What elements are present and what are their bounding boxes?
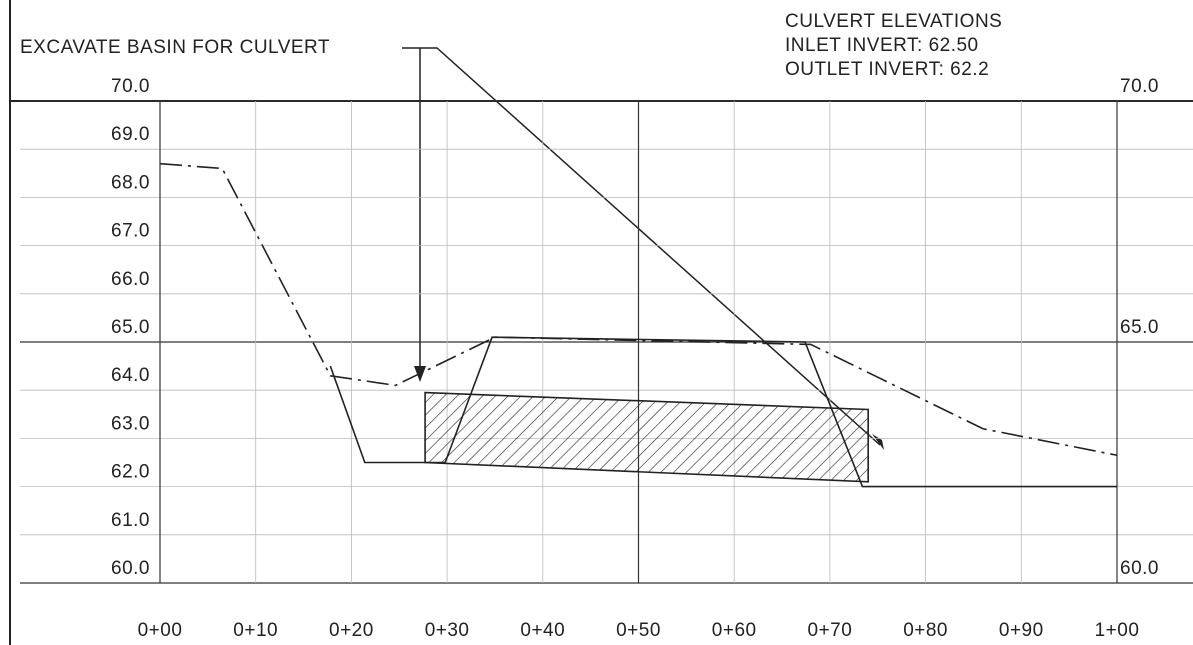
x-tick-label: 0+40	[520, 620, 565, 641]
x-tick-label: 0+10	[233, 620, 278, 641]
profile-line	[329, 336, 1117, 488]
x-tick-label: 1+00	[1095, 620, 1140, 641]
profile-line	[159, 162, 1118, 457]
annotation: INLET INVERT: 62.50	[785, 35, 979, 56]
y-tick-label: 69.0	[111, 124, 150, 145]
x-tick-label: 0+50	[616, 620, 661, 641]
culvert	[424, 391, 869, 483]
y-tick-label: 68.0	[111, 172, 150, 193]
y-tick-label: 65.0	[111, 317, 150, 338]
arrow-head	[872, 434, 884, 450]
leader-line	[402, 47, 881, 446]
annotation: EXCAVATE BASIN FOR CULVERT	[20, 37, 330, 58]
x-tick-label: 0+60	[712, 620, 757, 641]
y-tick-label: 60.0	[111, 558, 150, 579]
x-tick-label: 0+70	[808, 620, 853, 641]
y-tick-label: 63.0	[111, 413, 150, 434]
x-tick-label: 0+90	[999, 620, 1044, 641]
y-tick-label: 64.0	[111, 365, 150, 386]
y2-tick-label: 70.0	[1120, 76, 1159, 97]
x-tick-label: 0+00	[138, 620, 183, 641]
y-tick-label: 66.0	[111, 269, 150, 290]
annotation: OUTLET INVERT: 62.2	[785, 59, 989, 80]
y-tick-label: 70.0	[111, 76, 150, 97]
y2-tick-label: 65.0	[1120, 317, 1159, 338]
y-tick-label: 61.0	[111, 510, 150, 531]
x-tick-label: 0+20	[329, 620, 374, 641]
y2-tick-label: 60.0	[1120, 558, 1159, 579]
x-tick-label: 0+30	[425, 620, 470, 641]
x-tick-label: 0+80	[903, 620, 948, 641]
y-tick-label: 67.0	[111, 221, 150, 242]
annotation: CULVERT ELEVATIONS	[785, 11, 1002, 32]
y-tick-label: 62.0	[111, 462, 150, 483]
